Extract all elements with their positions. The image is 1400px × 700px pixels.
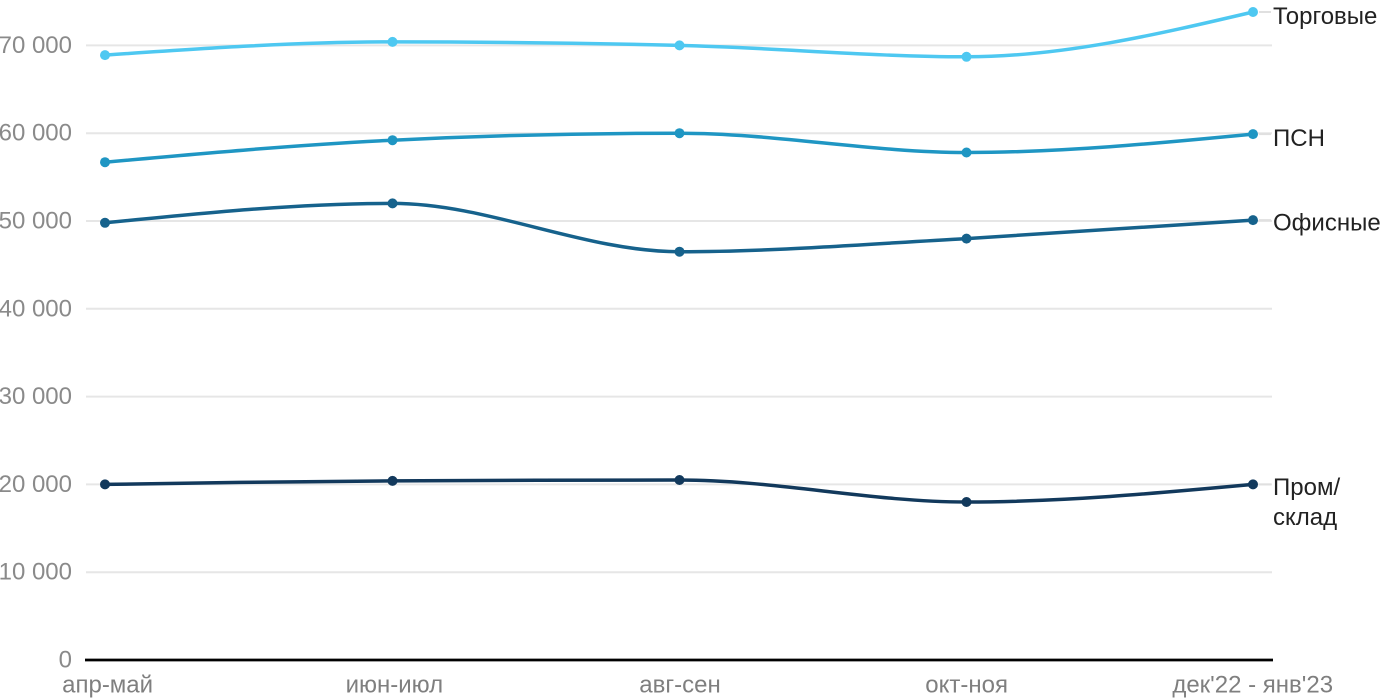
svg-text:ПСН: ПСН [1273,125,1325,152]
svg-text:0: 0 [59,647,72,674]
svg-text:60 000: 60 000 [0,120,72,147]
svg-text:30 000: 30 000 [0,383,72,410]
svg-text:дек'22 - янв'23: дек'22 - янв'23 [1172,672,1333,699]
svg-text:июн-июл: июн-июл [346,672,444,699]
svg-text:апр-май: апр-май [62,672,153,699]
svg-text:50 000: 50 000 [0,208,72,235]
svg-text:окт-ноя: окт-ноя [925,672,1008,699]
svg-text:Офисные: Офисные [1273,210,1381,237]
svg-text:склад: склад [1273,504,1337,531]
svg-text:авг-сен: авг-сен [639,672,720,699]
svg-text:Торговые: Торговые [1273,3,1377,30]
svg-text:40 000: 40 000 [0,295,72,322]
svg-text:70 000: 70 000 [0,32,72,59]
svg-text:Пром/: Пром/ [1273,474,1340,501]
svg-text:20 000: 20 000 [0,471,72,498]
svg-text:10 000: 10 000 [0,559,72,586]
